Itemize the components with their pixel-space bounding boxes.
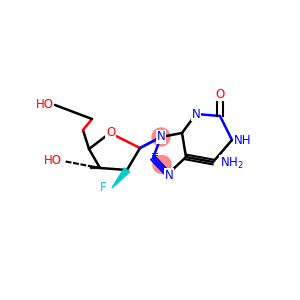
Text: NH$_2$: NH$_2$ bbox=[220, 156, 243, 171]
Circle shape bbox=[153, 155, 171, 173]
Text: O: O bbox=[215, 88, 225, 100]
Text: N: N bbox=[192, 107, 200, 121]
Text: HO: HO bbox=[35, 98, 53, 111]
Polygon shape bbox=[112, 168, 130, 188]
Text: N: N bbox=[157, 130, 165, 143]
Text: O: O bbox=[106, 126, 116, 139]
Text: N: N bbox=[164, 169, 173, 182]
Text: HO: HO bbox=[44, 154, 62, 166]
Text: =: = bbox=[151, 150, 160, 160]
Text: NH: NH bbox=[233, 134, 251, 146]
Circle shape bbox=[152, 128, 170, 146]
Text: F: F bbox=[100, 181, 106, 194]
